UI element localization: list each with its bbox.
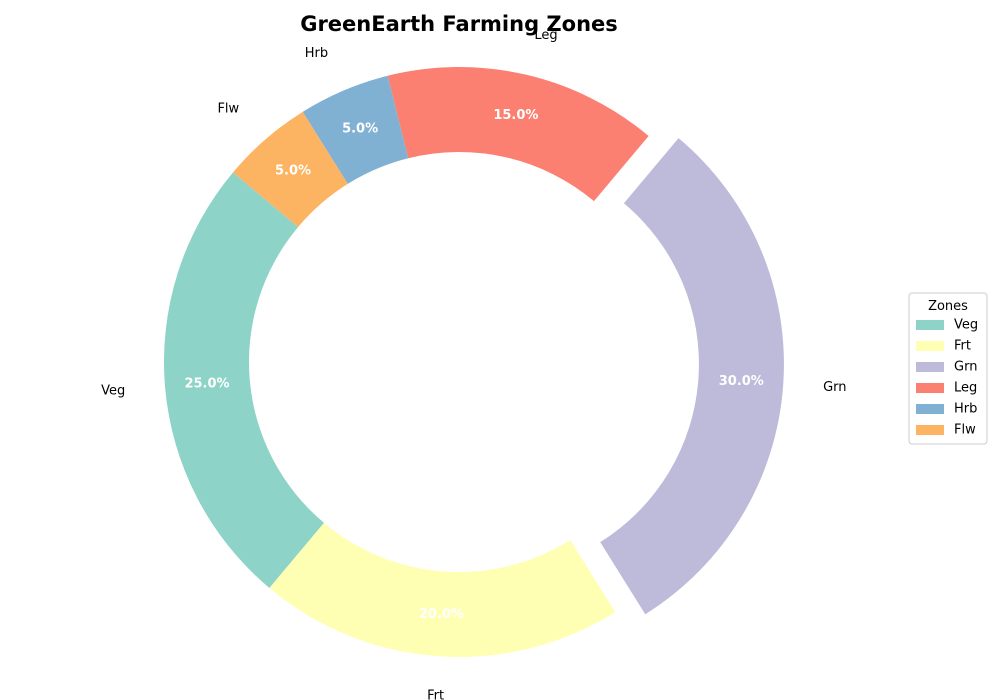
legend-swatch-veg bbox=[916, 320, 944, 330]
slice-label-frt: Frt bbox=[427, 689, 444, 700]
legend-label-grn: Grn bbox=[954, 360, 977, 375]
pct-label-veg: 25.0% bbox=[184, 377, 229, 392]
legend: Zones Veg Frt Grn Leg Hrb Flw bbox=[908, 292, 988, 445]
pct-label-grn: 30.0% bbox=[719, 374, 764, 389]
pct-label-leg: 15.0% bbox=[493, 108, 538, 123]
slice-veg bbox=[164, 172, 325, 588]
legend-swatch-leg bbox=[916, 383, 944, 393]
legend-swatch-frt bbox=[916, 341, 944, 351]
labels-layer: Veg 25.0% Frt 20.0% Grn 30.0% Leg 15.0% Hrb 5.0% F… bbox=[101, 28, 846, 700]
slice-label-veg: Veg bbox=[101, 384, 125, 399]
slice-label-grn: Grn bbox=[823, 380, 846, 395]
legend-swatch-grn bbox=[916, 362, 944, 372]
pct-label-flw: 5.0% bbox=[275, 164, 311, 179]
slice-frt bbox=[269, 522, 616, 657]
pct-label-hrb: 5.0% bbox=[342, 122, 378, 137]
legend-swatch-flw bbox=[916, 425, 944, 435]
slice-label-leg: Leg bbox=[534, 28, 557, 43]
legend-label-veg: Veg bbox=[954, 318, 978, 333]
slice-label-flw: Flw bbox=[217, 102, 239, 117]
slice-label-hrb: Hrb bbox=[305, 46, 328, 61]
slices-layer bbox=[164, 66, 784, 657]
chart-title: GreenEarth Farming Zones bbox=[300, 12, 618, 36]
slice-grn bbox=[600, 138, 784, 615]
legend-label-hrb: Hrb bbox=[954, 402, 977, 417]
pct-label-frt: 20.0% bbox=[419, 607, 464, 622]
legend-label-leg: Leg bbox=[954, 381, 977, 396]
legend-label-frt: Frt bbox=[954, 339, 971, 354]
slice-flw bbox=[233, 111, 348, 228]
slice-leg bbox=[387, 66, 649, 202]
slice-hrb bbox=[302, 75, 409, 184]
legend-title: Zones bbox=[928, 299, 968, 314]
legend-swatch-hrb bbox=[916, 404, 944, 414]
legend-label-flw: Flw bbox=[954, 423, 976, 438]
